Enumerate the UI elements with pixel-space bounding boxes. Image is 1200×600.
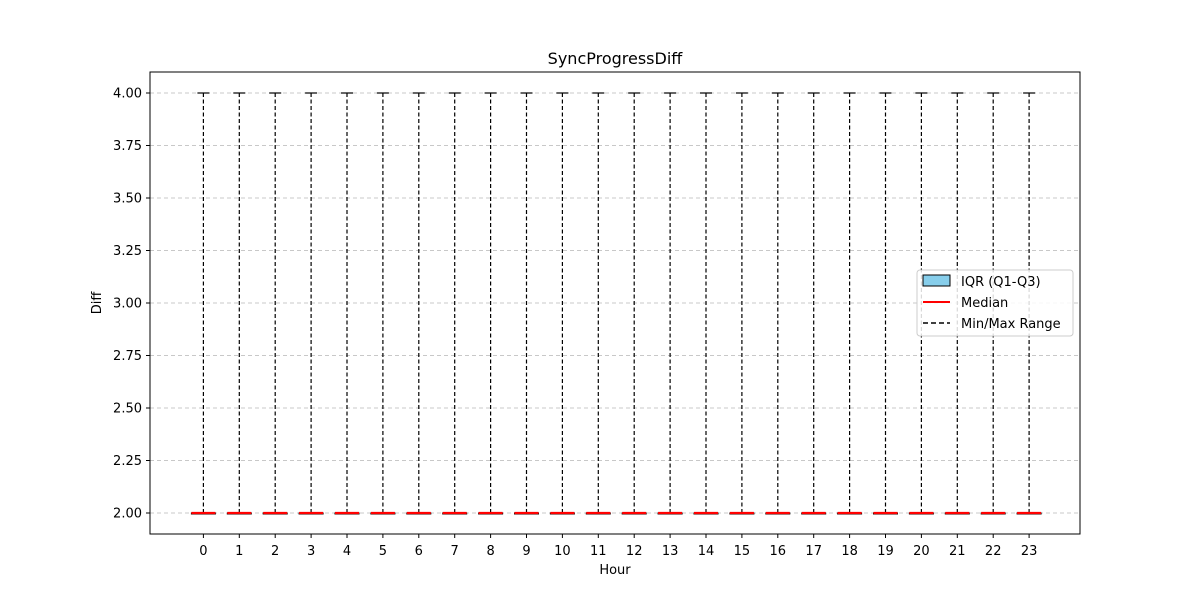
chart-title: SyncProgressDiff — [548, 49, 684, 68]
box-hour-8 — [478, 92, 504, 515]
x-tick-label: 4 — [343, 544, 351, 559]
x-tick-label: 6 — [415, 544, 423, 559]
box-hour-2 — [262, 92, 288, 515]
legend-iqr-swatch — [922, 274, 951, 287]
box-hour-1 — [226, 92, 252, 515]
x-tick-label: 12 — [626, 544, 643, 559]
x-tick-label: 23 — [1021, 544, 1038, 559]
box-hour-11 — [585, 92, 611, 515]
box-hour-0 — [190, 92, 216, 515]
y-tick-label: 2.25 — [113, 454, 142, 469]
x-tick-label: 8 — [486, 544, 494, 559]
y-tick-label: 2.00 — [113, 507, 142, 522]
box-hour-17 — [801, 92, 827, 515]
y-tick-label: 2.50 — [113, 402, 142, 417]
x-axis-ticks: 0 1 2 3 4 5 6 7 8 9 10 11 12 13 14 15 16 17 18 19 20 21 22 23 — [199, 534, 1037, 559]
x-tick-label: 5 — [379, 544, 387, 559]
x-axis-label: Hour — [599, 563, 631, 578]
box-hour-15 — [729, 92, 755, 515]
box-hour-16 — [765, 92, 791, 515]
legend-range-label: Min/Max Range — [961, 317, 1061, 332]
x-tick-label: 18 — [841, 544, 858, 559]
box-hour-6 — [406, 92, 432, 515]
y-tick-label: 3.75 — [113, 139, 142, 154]
x-tick-label: 16 — [770, 544, 787, 559]
grid-lines — [150, 92, 1080, 514]
y-tick-label: 3.25 — [113, 244, 142, 259]
legend: IQR (Q1-Q3) Median Min/Max Range — [916, 269, 1074, 337]
x-tick-label: 14 — [698, 544, 715, 559]
x-tick-label: 10 — [554, 544, 571, 559]
x-tick-label: 15 — [734, 544, 751, 559]
box-hour-19 — [873, 92, 898, 515]
x-tick-label: 20 — [913, 544, 930, 559]
box-hour-5 — [370, 92, 396, 515]
box-hour-18 — [837, 92, 863, 515]
x-tick-label: 2 — [271, 544, 279, 559]
x-tick-label: 17 — [805, 544, 822, 559]
x-tick-label: 13 — [662, 544, 679, 559]
x-tick-label: 9 — [522, 544, 530, 559]
box-hour-12 — [621, 92, 647, 515]
legend-frame — [916, 269, 1074, 337]
x-tick-label: 21 — [949, 544, 966, 559]
y-axis-label: Diff — [90, 291, 105, 315]
y-tick-label: 2.75 — [113, 349, 142, 364]
box-hour-10 — [549, 92, 575, 515]
y-tick-label: 3.50 — [113, 192, 142, 207]
box-series — [190, 92, 1042, 515]
y-tick-label: 4.00 — [113, 87, 142, 102]
x-tick-label: 3 — [307, 544, 315, 559]
x-tick-label: 22 — [985, 544, 1002, 559]
box-hour-9 — [514, 92, 539, 515]
x-tick-label: 7 — [451, 544, 459, 559]
x-tick-label: 1 — [235, 544, 243, 559]
x-tick-label: 19 — [877, 544, 894, 559]
legend-iqr-label: IQR (Q1-Q3) — [961, 275, 1041, 290]
y-tick-label: 3.00 — [113, 297, 142, 312]
box-hour-4 — [334, 92, 360, 515]
legend-median-label: Median — [961, 296, 1008, 311]
x-tick-label: 0 — [199, 544, 207, 559]
box-hour-3 — [298, 92, 324, 515]
box-hour-13 — [657, 92, 683, 515]
x-tick-label: 11 — [590, 544, 607, 559]
y-axis-ticks: 2.00 2.25 2.50 2.75 3.00 3.25 3.50 3.75 4.00 — [113, 87, 150, 522]
box-hour-14 — [693, 92, 719, 515]
box-hour-7 — [442, 92, 468, 515]
